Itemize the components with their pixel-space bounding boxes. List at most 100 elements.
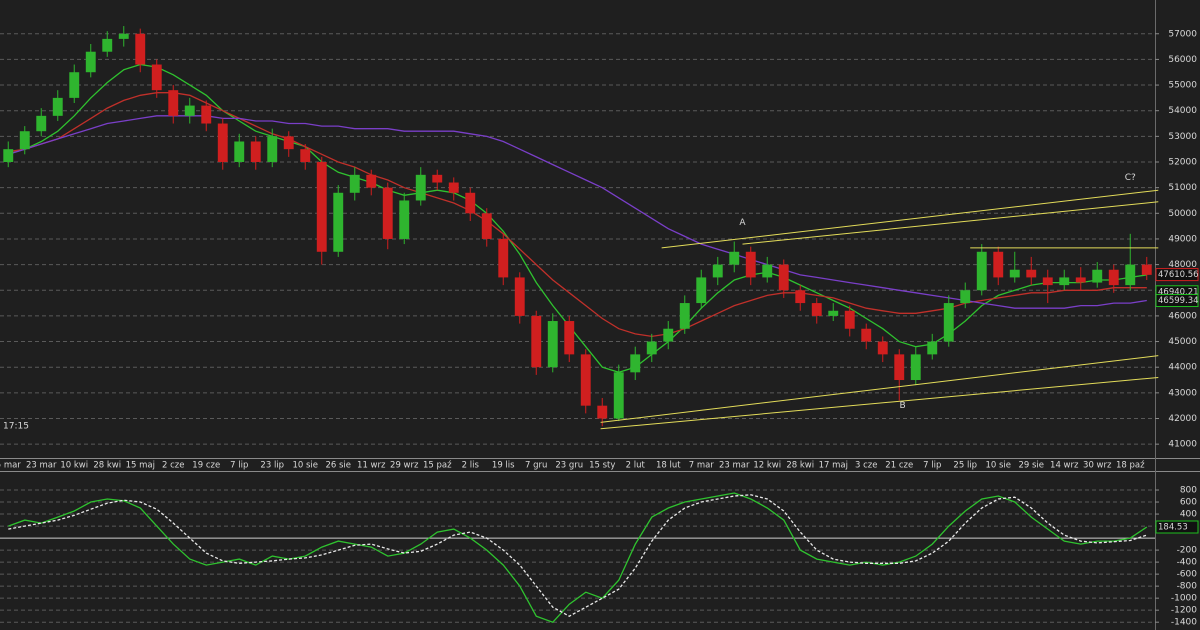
x-tick-label: 5 mar [0,461,21,471]
candle-body [448,182,459,193]
candle-body [613,372,624,419]
y-tick-label: 400 [1180,510,1197,520]
candle-body [795,290,806,304]
candle-body [547,321,558,368]
x-tick-label: 23 mar [719,461,750,471]
candle-body [1026,269,1037,278]
trendline [600,355,1159,423]
y-tick-label: 51000 [1168,183,1197,193]
y-tick-label: 57000 [1168,29,1197,39]
candle-body [927,341,938,355]
candle-body [432,174,443,183]
value-box-label: 46940.21 [1158,287,1199,297]
candle-body [663,328,674,342]
x-tick-label: 19 lis [492,461,515,471]
x-tick-label: 19 cze [192,461,220,471]
candle-body [1009,269,1020,278]
candle-body [415,174,426,201]
x-tick-label: 14 wrz [1050,461,1079,471]
y-tick-label: 49000 [1168,234,1197,244]
candle-body [1042,277,1053,286]
x-tick-label: 28 kwi [786,461,814,471]
oscillator-line [8,492,1148,623]
candle-body [481,213,492,239]
time-label: 17:15 [3,422,29,432]
y-tick-label: 53000 [1168,132,1197,142]
candle-body [762,264,773,278]
y-tick-label: 56000 [1168,55,1197,65]
candle-body [1125,264,1136,286]
y-tick-label: 43000 [1168,388,1197,398]
value-box [1155,294,1199,308]
x-tick-label: 10 sie [985,461,1011,471]
x-tick-label: 18 lut [656,461,681,471]
y-tick-label: -800 [1177,582,1198,592]
y-tick-label: 41000 [1168,440,1197,450]
y-tick-label: -1200 [1171,606,1197,616]
candle-body [993,251,1004,278]
candle-body [52,97,63,116]
candle-body [316,162,327,252]
x-tick-label: 7 lip [923,461,941,471]
x-tick-label: 2 lut [626,461,646,471]
x-tick-label: 29 sie [1018,461,1044,471]
y-tick-label: 45000 [1168,337,1197,347]
candle-body [366,174,377,188]
value-box-label: 184.53 [1158,522,1188,532]
moving-average [8,63,1147,373]
x-tick-label: 25 lip [953,461,977,471]
y-tick-label: 600 [1180,498,1197,508]
candle-body [19,131,30,150]
y-tick-label: -1400 [1171,618,1197,628]
trendline [600,376,1159,430]
candle-body [778,264,789,291]
candle-body [135,33,146,65]
candle-body [382,187,393,239]
candle-body [745,251,756,278]
trendline [742,201,1159,245]
candle-body [597,405,608,419]
x-tick-label: 11 wrz [357,461,386,471]
candle-body [960,290,971,304]
candle-body [861,328,872,342]
candle-body [333,192,344,252]
candle-body [943,303,954,342]
candle-body [844,310,855,329]
candle-body [976,251,987,291]
x-tick-label: 26 sie [325,461,351,471]
candle-body [646,341,657,355]
x-tick-label: 21 cze [885,461,913,471]
candle-body [399,200,410,239]
candle-body [1092,269,1103,283]
x-tick-label: 23 lip [260,461,284,471]
candle-body [811,303,822,316]
y-tick-label: 800 [1180,486,1197,496]
y-tick-label: 44000 [1168,363,1197,373]
x-tick-label: 7 gru [525,461,547,471]
candle-body [102,38,113,52]
candle-body [250,141,261,163]
y-tick-label: -200 [1177,546,1198,556]
candle-body [712,264,723,278]
x-tick-label: 12 kwi [753,461,781,471]
y-tick-label: -600 [1177,570,1198,580]
x-tick-label: 30 wrz [1083,461,1112,471]
candle-body [69,72,80,98]
value-box-label: 46599.34 [1158,296,1199,306]
candle-body [184,105,195,116]
candle-body [630,354,641,373]
x-tick-label: 17 maj [819,461,848,471]
x-tick-label: 7 lip [230,461,248,471]
value-box [1155,268,1199,282]
candle-body [828,310,839,316]
candle-body [349,174,360,193]
candle-body [3,149,14,163]
y-tick-label: -400 [1177,558,1198,568]
candle-body [531,315,542,368]
candle-body [877,341,888,355]
candle-body [300,149,311,163]
x-tick-label: 15 sty [589,461,615,471]
